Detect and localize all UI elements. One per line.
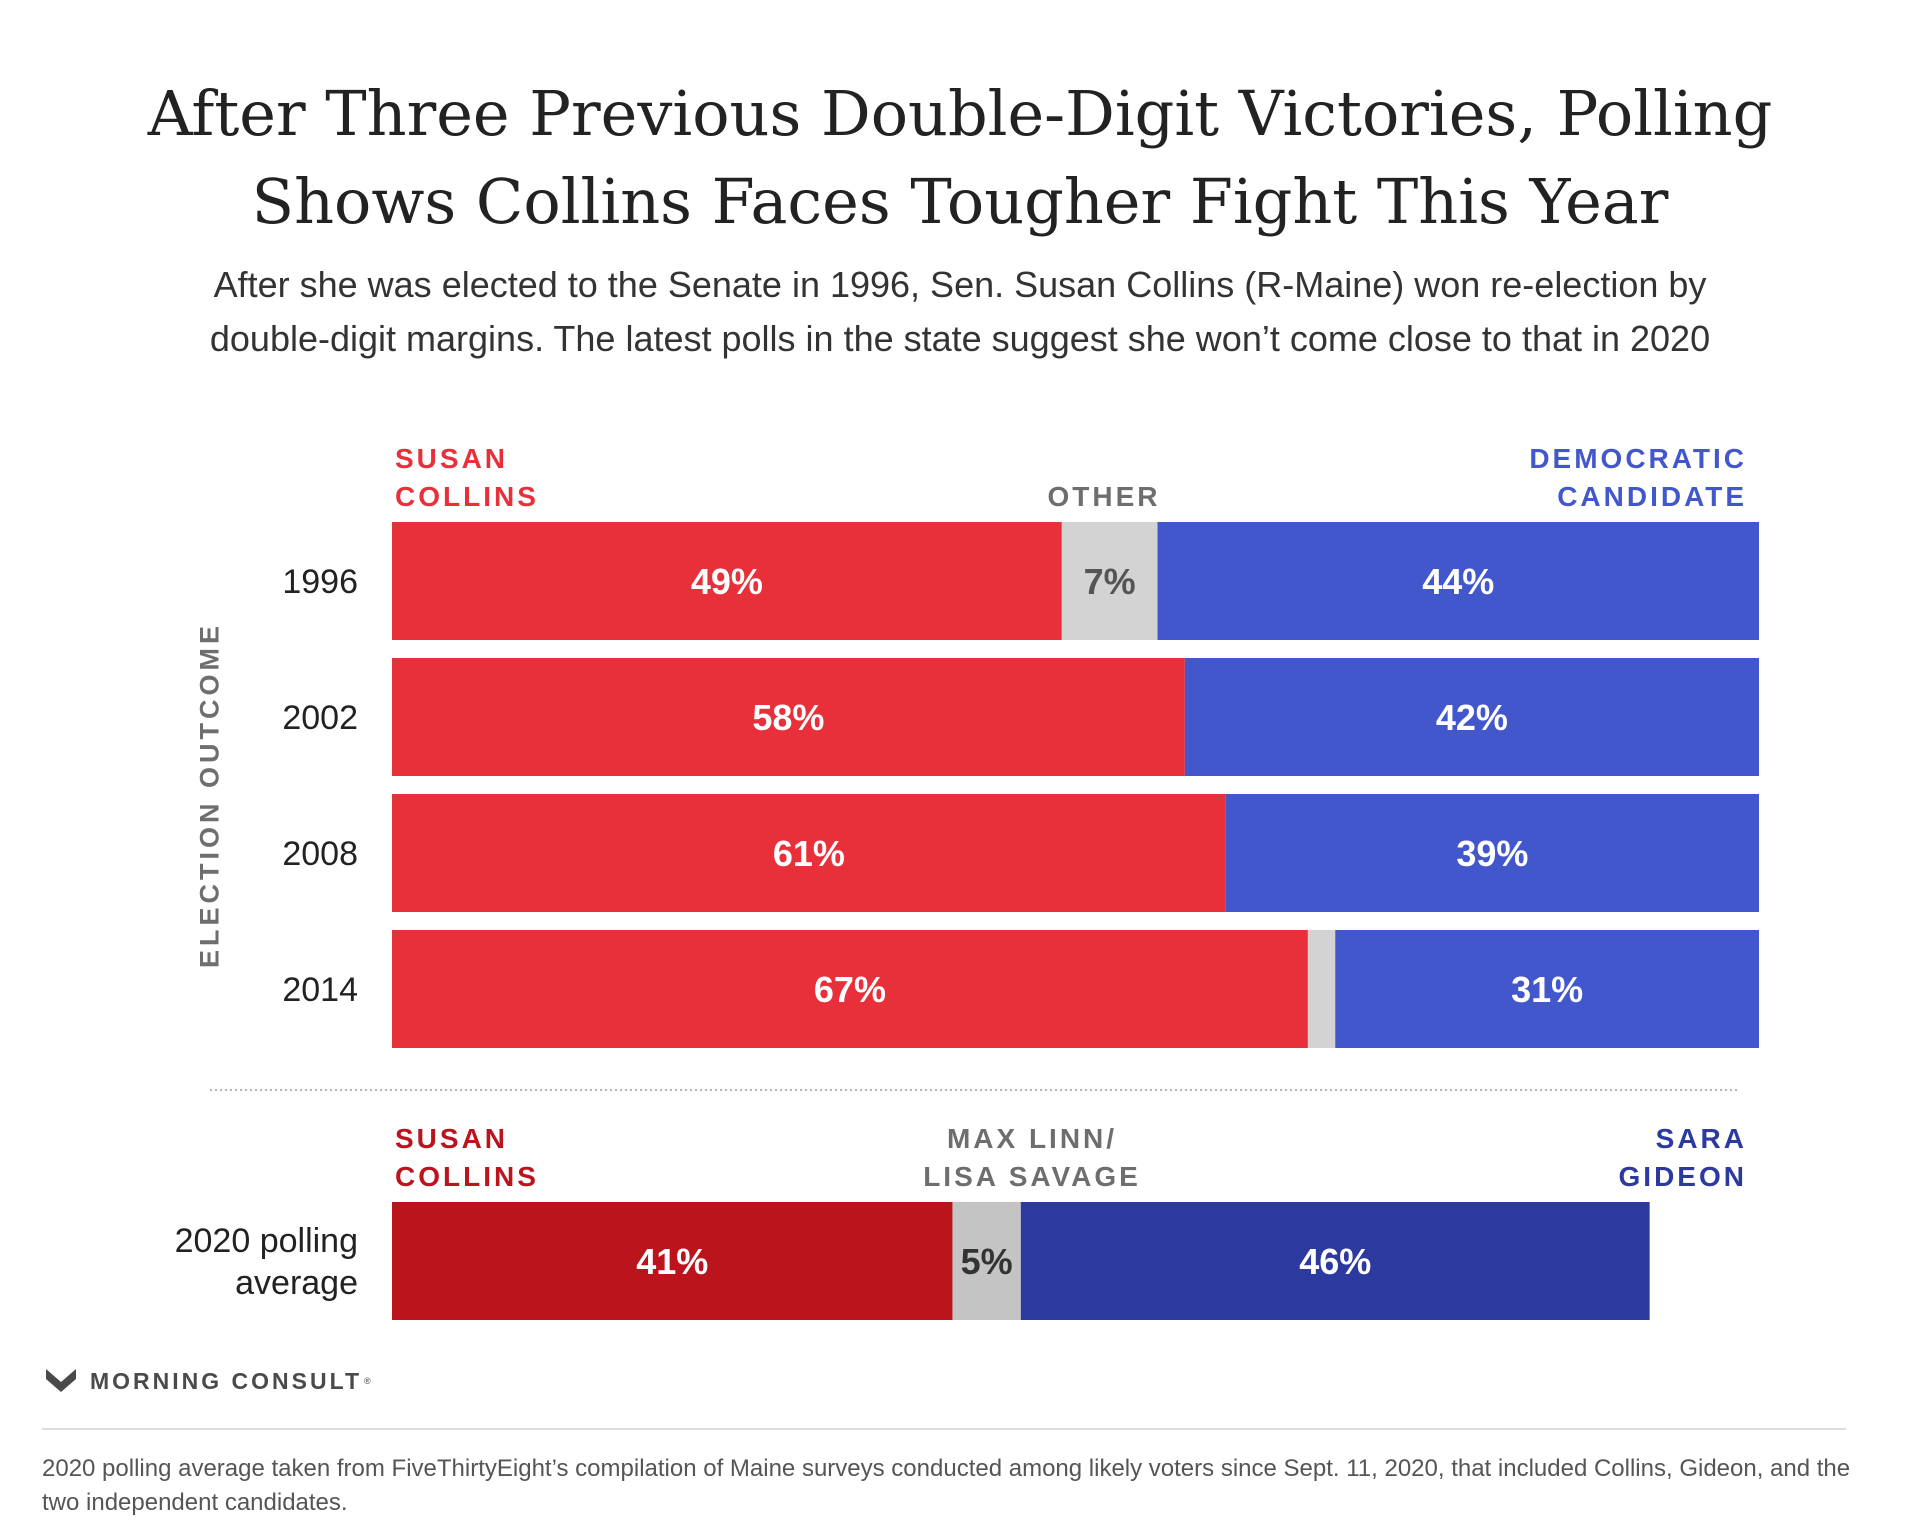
- category-label-2020-polling-average-line-2: average: [235, 1264, 358, 1302]
- header-sara-gideon-line-1: SARA: [1656, 1123, 1747, 1154]
- bar-segment-other-2014: [1307, 930, 1336, 1048]
- bar-segment-democrat-2014: [1335, 930, 1759, 1048]
- data-label-democrat-2020-polling-average: 46%: [1299, 1241, 1371, 1282]
- brand-trademark: ®: [364, 1376, 371, 1386]
- bar-segment-democrat-2020-polling-average: [1020, 1202, 1650, 1320]
- header-susan-collins-2020-line-1: SUSAN: [395, 1123, 508, 1154]
- chart-title: After Three Previous Double-Digit Victor…: [60, 70, 1860, 246]
- data-label-democrat-1996: 44%: [1422, 561, 1494, 602]
- data-label-collins-1996: 49%: [691, 561, 763, 602]
- bar-segment-collins-2014: [392, 930, 1308, 1048]
- header-susan-collins-2020-line-2: COLLINS: [395, 1161, 539, 1192]
- brand-name: MORNING CONSULT: [90, 1367, 363, 1394]
- data-label-democrat-2002: 42%: [1436, 697, 1508, 738]
- stacked-bar-chart: 49% 7% 44% 1996 58% 42% 2002 61% 39% 2008 67% 31% 20…: [175, 443, 1759, 1320]
- header-susan-collins-line-1: SUSAN: [395, 443, 508, 474]
- bar-segment-democrat-1996: [1157, 522, 1759, 640]
- bar-segment-other-2020-polling-average: [952, 1202, 1021, 1320]
- data-label-collins-2014: 67%: [814, 969, 886, 1010]
- header-susan-collins-line-2: COLLINS: [395, 481, 539, 512]
- bar-segment-democrat-2002: [1184, 658, 1759, 776]
- chart-subtitle-line-2: double-digit margins. The latest polls i…: [209, 318, 1711, 359]
- category-label-1996-line-1: 1996: [282, 563, 358, 601]
- bar-segment-collins-2008: [392, 794, 1226, 912]
- chart-title-line-1: After Three Previous Double-Digit Victor…: [147, 77, 1773, 150]
- data-label-democrat-2008: 39%: [1456, 833, 1528, 874]
- header-democratic-candidate-line-2: CANDIDATE: [1557, 481, 1747, 512]
- brand-logo: MORNING CONSULT ®: [46, 1364, 371, 1398]
- category-label-2020-polling-average-line-1: 2020 polling: [175, 1222, 358, 1260]
- chart-subtitle: After she was elected to the Senate in 1…: [60, 258, 1860, 366]
- footnote: 2020 polling average taken from FiveThir…: [42, 1455, 1851, 1516]
- data-label-collins-2008: 61%: [773, 833, 845, 874]
- bar-segment-democrat-2008: [1225, 794, 1759, 912]
- bar-segment-collins-1996: [392, 522, 1062, 640]
- header-democratic-candidate-line-1: DEMOCRATIC: [1529, 443, 1747, 474]
- header-max-linn-lisa-savage-line-2: LISA SAVAGE: [923, 1161, 1141, 1192]
- bar-segment-collins-2020-polling-average: [392, 1202, 953, 1320]
- category-label-2014-line-1: 2014: [282, 971, 358, 1009]
- data-label-other-1996: 7%: [1084, 561, 1136, 602]
- header-max-linn-lisa-savage-line-1: MAX LINN/: [947, 1123, 1117, 1154]
- data-label-collins-2020-polling-average: 41%: [636, 1241, 708, 1282]
- footer-divider: [42, 1428, 1846, 1430]
- chart-subtitle-line-1: After she was elected to the Senate in 1…: [213, 264, 1707, 305]
- data-label-collins-2002: 58%: [752, 697, 824, 738]
- morning-consult-chevron-icon: [46, 1369, 76, 1392]
- header-sara-gideon-line-2: GIDEON: [1619, 1161, 1747, 1192]
- data-label-democrat-2014: 31%: [1511, 969, 1583, 1010]
- bar-segment-other-1996: [1061, 522, 1158, 640]
- header-other-line-1: OTHER: [1048, 481, 1161, 512]
- chart-title-line-2: Shows Collins Faces Tougher Fight This Y…: [251, 165, 1669, 238]
- category-label-2002-line-1: 2002: [282, 699, 358, 737]
- category-label-2008-line-1: 2008: [282, 835, 358, 873]
- bar-segment-collins-2002: [392, 658, 1185, 776]
- data-label-other-2020-polling-average: 5%: [961, 1241, 1013, 1282]
